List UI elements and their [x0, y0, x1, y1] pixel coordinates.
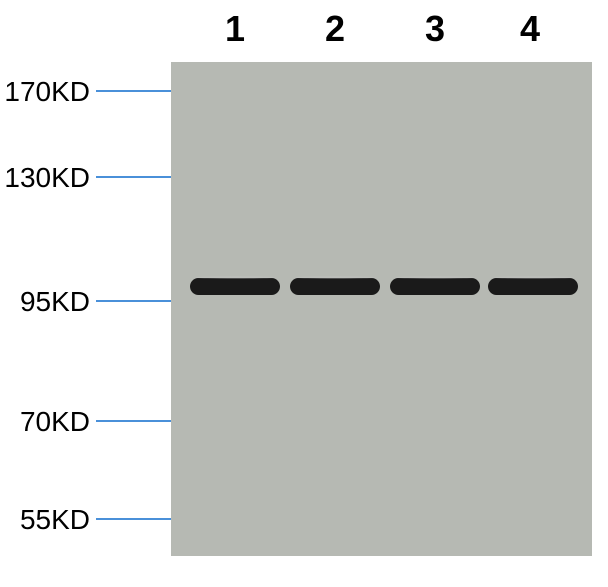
ladder-label-70: 70KD: [20, 406, 90, 438]
blot-membrane: [171, 62, 592, 556]
lane-label-4: 4: [520, 8, 540, 50]
ladder-tick-55: [96, 518, 171, 520]
lane-label-2: 2: [325, 8, 345, 50]
lane-label-1: 1: [225, 8, 245, 50]
ladder-tick-130: [96, 176, 171, 178]
band-lane-4: [488, 278, 578, 295]
ladder-container: 170KD 130KD 95KD 70KD 55KD: [0, 0, 160, 587]
lane-label-3: 3: [425, 8, 445, 50]
band-lane-1: [190, 278, 280, 295]
ladder-tick-95: [96, 300, 171, 302]
ladder-label-170: 170KD: [4, 76, 90, 108]
ladder-tick-170: [96, 90, 171, 92]
ladder-tick-70: [96, 420, 171, 422]
ladder-label-55: 55KD: [20, 504, 90, 536]
ladder-label-95: 95KD: [20, 286, 90, 318]
band-lane-2: [290, 278, 380, 295]
band-lane-3: [390, 278, 480, 295]
blot-figure: 170KD 130KD 95KD 70KD 55KD 1 2 3 4: [0, 0, 608, 587]
ladder-label-130: 130KD: [4, 162, 90, 194]
